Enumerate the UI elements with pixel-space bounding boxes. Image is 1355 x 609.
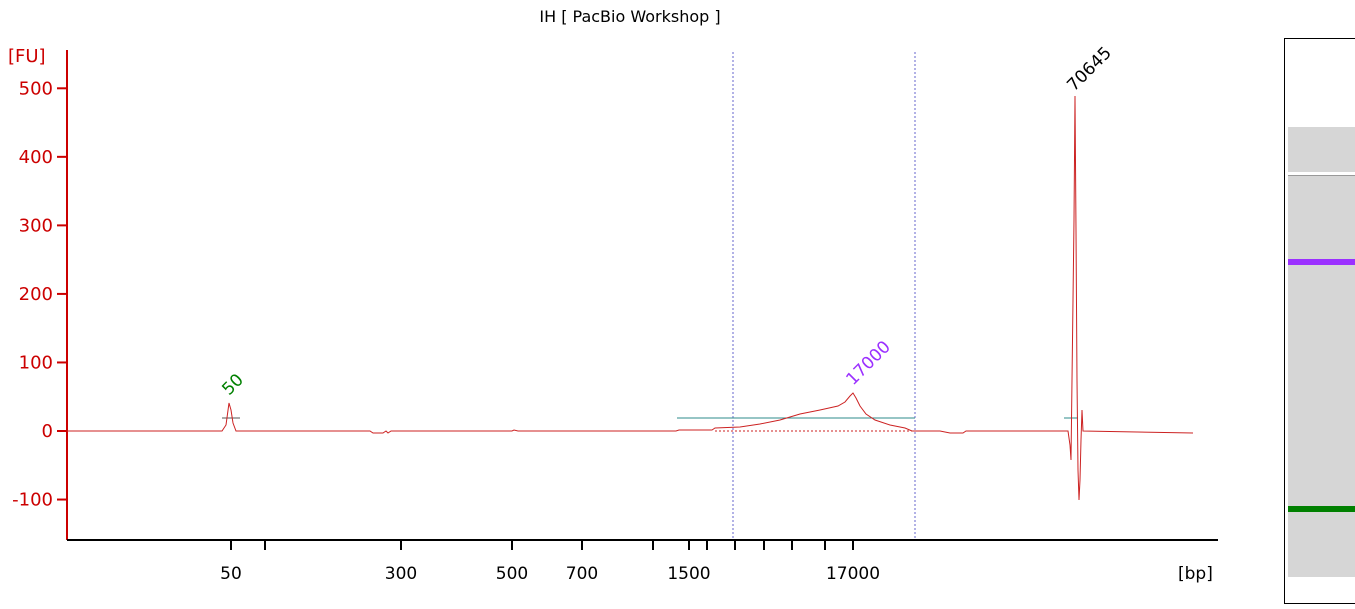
y-tick-label: 0 bbox=[42, 421, 53, 442]
x-tick-label: 17000 bbox=[826, 564, 880, 584]
peak-label-70645: 70645 bbox=[1063, 43, 1115, 95]
y-tick-label: 400 bbox=[19, 147, 53, 168]
electropherogram-plot: IH [ PacBio Workshop ] [FU] [bp] 5004003… bbox=[8, 7, 1218, 584]
x-tick-label: 1500 bbox=[667, 564, 710, 584]
y-axis-label: [FU] bbox=[8, 46, 46, 67]
chart-title: IH [ PacBio Workshop ] bbox=[539, 7, 720, 26]
y-tick-label: 100 bbox=[19, 352, 53, 373]
x-tick-label: 300 bbox=[385, 564, 417, 584]
y-tick-label: 300 bbox=[19, 215, 53, 236]
x-tick-label: 500 bbox=[496, 564, 528, 584]
fluorescence-trace bbox=[67, 95, 1194, 501]
y-tick-label: -100 bbox=[12, 490, 53, 511]
peak-label-17000: 17000 bbox=[842, 337, 894, 389]
gel-band-70645 bbox=[1288, 172, 1355, 176]
x-ticks: 50 300 500 700 1500 17000 bbox=[220, 540, 880, 584]
y-ticks: 500 400 300 200 100 0 -100 bbox=[12, 78, 67, 511]
gel-lane bbox=[1288, 127, 1355, 577]
x-axis-label: [bp] bbox=[1178, 564, 1213, 584]
x-tick-label: 700 bbox=[566, 564, 598, 584]
peak-label-50: 50 bbox=[218, 370, 247, 399]
y-tick-label: 200 bbox=[19, 284, 53, 305]
x-tick-label: 50 bbox=[220, 564, 242, 584]
gel-band-17000 bbox=[1288, 259, 1355, 265]
y-tick-label: 500 bbox=[19, 78, 53, 99]
gel-band-50 bbox=[1288, 506, 1355, 512]
